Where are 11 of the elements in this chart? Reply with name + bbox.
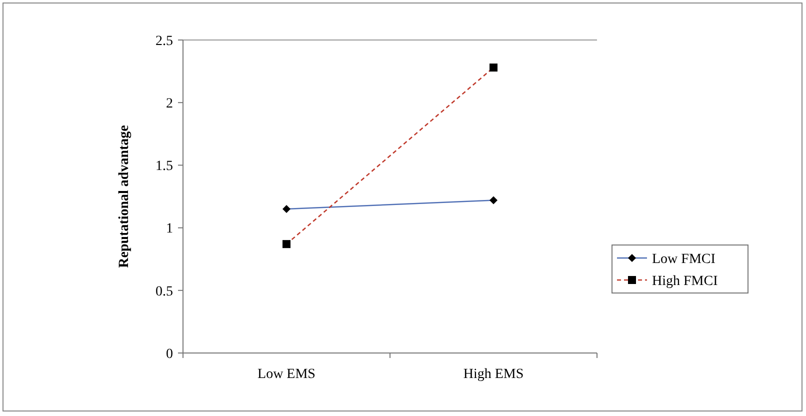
x-tick-label: High EMS bbox=[463, 367, 524, 382]
y-axis-title: Reputational advantage bbox=[117, 125, 132, 268]
legend-label: Low FMCI bbox=[652, 252, 716, 267]
y-tick-label: 2.5 bbox=[156, 34, 173, 49]
y-tick-label: 1 bbox=[166, 222, 173, 237]
y-tick-label: 1.5 bbox=[156, 159, 173, 174]
y-tick-label: 0.5 bbox=[156, 284, 173, 300]
legend-label: High FMCI bbox=[652, 274, 718, 289]
y-tick-label: 2 bbox=[166, 96, 173, 112]
x-tick-label: Low EMS bbox=[258, 367, 316, 382]
y-tick-label: 0 bbox=[166, 346, 173, 362]
